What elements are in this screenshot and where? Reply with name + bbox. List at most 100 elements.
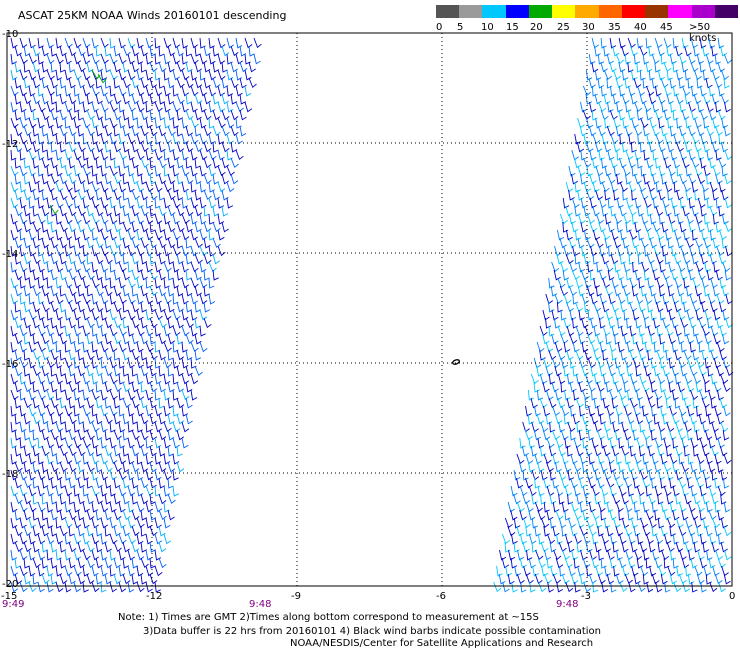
wind-barb bbox=[82, 389, 90, 401]
wind-barb bbox=[73, 165, 81, 177]
wind-barb bbox=[636, 533, 644, 545]
wind-barb bbox=[624, 53, 631, 65]
wind-barb bbox=[100, 469, 108, 481]
wind-barb bbox=[613, 565, 620, 577]
wind-barb bbox=[190, 53, 199, 65]
wind-barb bbox=[669, 525, 676, 537]
wind-barb bbox=[606, 573, 615, 585]
wind-barb bbox=[649, 189, 657, 201]
wind-barb bbox=[712, 285, 720, 297]
wind-barb bbox=[82, 117, 91, 129]
wind-barb bbox=[14, 45, 22, 57]
wind-barb bbox=[696, 125, 705, 137]
wind-barb bbox=[244, 37, 253, 49]
wind-barb bbox=[172, 341, 179, 353]
wind-barb bbox=[710, 325, 719, 337]
wind-barb bbox=[230, 141, 238, 153]
wind-barb bbox=[648, 141, 656, 153]
wind-barb bbox=[545, 389, 554, 401]
wind-barb bbox=[199, 293, 208, 305]
wind-barb bbox=[555, 509, 564, 521]
wind-barb bbox=[714, 525, 722, 537]
wind-barb bbox=[122, 557, 129, 569]
wind-barb bbox=[567, 469, 575, 481]
wind-barb bbox=[185, 157, 192, 169]
wind-barb bbox=[86, 477, 93, 489]
wind-barb bbox=[676, 565, 683, 577]
wind-barb bbox=[172, 181, 179, 193]
wind-barb bbox=[663, 437, 671, 449]
wind-barb bbox=[592, 181, 600, 193]
wind-barb bbox=[28, 549, 36, 561]
wind-barb bbox=[639, 517, 648, 529]
wind-barb bbox=[602, 397, 610, 409]
wind-barb bbox=[683, 373, 692, 385]
wind-barb bbox=[615, 453, 622, 465]
wind-barb bbox=[636, 557, 644, 569]
wind-barb bbox=[122, 45, 131, 57]
wind-barb bbox=[690, 485, 698, 497]
wind-barb bbox=[158, 173, 167, 185]
wind-barb bbox=[100, 149, 109, 161]
wind-barb bbox=[674, 445, 683, 457]
wind-barb bbox=[542, 357, 551, 369]
wind-barb bbox=[685, 237, 694, 249]
wind-barb bbox=[662, 389, 671, 401]
wind-barb bbox=[576, 421, 583, 433]
wind-barb bbox=[636, 37, 644, 49]
wind-barb bbox=[199, 133, 208, 145]
wind-barb bbox=[605, 261, 614, 273]
wind-barb bbox=[657, 141, 666, 153]
wind-barb bbox=[605, 429, 613, 441]
wind-barb bbox=[95, 445, 102, 457]
wind-barb bbox=[611, 373, 619, 385]
wind-barb bbox=[702, 141, 710, 153]
wind-barb bbox=[91, 405, 98, 417]
legend-swatch bbox=[691, 5, 716, 18]
wind-barb bbox=[654, 85, 662, 97]
wind-barb bbox=[145, 517, 153, 529]
wind-barb bbox=[594, 141, 603, 153]
wind-barb bbox=[672, 509, 680, 521]
wind-barb bbox=[14, 301, 21, 313]
wind-barb bbox=[619, 205, 627, 217]
wind-barb bbox=[19, 53, 28, 65]
wind-barb bbox=[100, 197, 109, 209]
wind-barb bbox=[615, 573, 624, 585]
wind-barb bbox=[704, 429, 713, 441]
wind-barb bbox=[543, 501, 550, 513]
wind-barb bbox=[697, 101, 704, 113]
wind-barb bbox=[109, 501, 117, 513]
wind-barb bbox=[118, 581, 127, 593]
wind-barb bbox=[569, 309, 577, 321]
wind-barb bbox=[600, 557, 607, 569]
wind-barb bbox=[95, 109, 104, 121]
wind-barb bbox=[23, 493, 32, 505]
wind-barb bbox=[28, 53, 37, 65]
wind-barb bbox=[588, 125, 597, 137]
wind-barb bbox=[614, 357, 622, 369]
wind-barb bbox=[172, 133, 180, 145]
wind-barb bbox=[154, 549, 162, 561]
wind-barb bbox=[640, 213, 649, 225]
wind-barb bbox=[531, 517, 538, 529]
wind-barb bbox=[642, 125, 650, 137]
wind-barb bbox=[597, 501, 606, 513]
wind-barb bbox=[547, 581, 554, 593]
wind-barb bbox=[181, 373, 190, 385]
wind-barb bbox=[104, 77, 111, 89]
wind-barb bbox=[73, 181, 80, 193]
wind-barb bbox=[41, 429, 49, 441]
wind-barb bbox=[546, 557, 553, 569]
wind-barb bbox=[118, 277, 126, 289]
wind-barb bbox=[14, 237, 23, 249]
wind-barb bbox=[172, 325, 181, 337]
wind-barb bbox=[32, 285, 41, 297]
wind-barb bbox=[41, 365, 49, 377]
wind-barb bbox=[68, 269, 77, 281]
wind-barb bbox=[68, 461, 77, 473]
wind-barb bbox=[640, 117, 649, 129]
wind-barb bbox=[643, 149, 650, 161]
wind-barb bbox=[154, 181, 163, 193]
wind-barb bbox=[226, 149, 233, 161]
